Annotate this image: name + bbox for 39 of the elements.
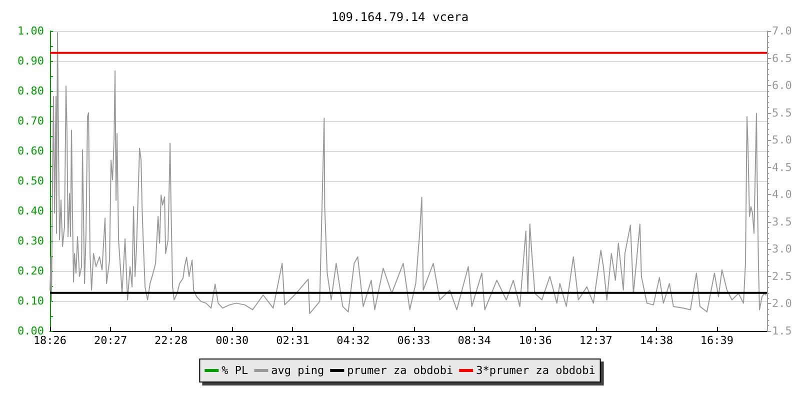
y-tick-label: 0.70	[18, 114, 44, 128]
x-tick-label: 10:36	[518, 334, 552, 347]
x-tick-label: 16:39	[700, 334, 734, 347]
y2-tick-label: 4.0	[772, 188, 792, 202]
chart-title: 109.164.79.14 vcera	[331, 10, 469, 24]
y-tick-label: 0.90	[18, 54, 44, 68]
y2-tick-label: 5.5	[772, 106, 792, 120]
x-tick-label: 12:37	[579, 334, 612, 347]
y-tick-label: 1.00	[18, 24, 44, 38]
x-tick-label: 18:26	[33, 334, 67, 347]
x-tick-label: 22:28	[154, 334, 188, 347]
y2-tick-label: 4.5	[772, 160, 792, 174]
x-tick-label: 20:27	[94, 334, 128, 347]
y2-tick-label: 7.0	[772, 24, 792, 38]
x-tick-label: 04:32	[336, 334, 370, 347]
y-tick-label: 0.20	[18, 264, 44, 278]
x-tick-label: 08:34	[458, 334, 492, 347]
x-tick-label: 06:33	[397, 334, 430, 347]
y-tick-label: 0.10	[18, 294, 44, 308]
x-tick-label: 00:30	[216, 334, 249, 347]
y2-tick-label: 6.5	[772, 52, 792, 65]
x-tick-label: 02:31	[276, 334, 310, 347]
legend-label: prumer za obdobi	[347, 364, 454, 377]
y-tick-label: 0.80	[18, 84, 44, 98]
y2-tick-label: 1.5	[772, 324, 792, 338]
y2-tick-label: 3.5	[772, 215, 792, 228]
y-tick-label: 0.60	[18, 144, 44, 158]
y-tick-label: 0.30	[18, 234, 44, 248]
y2-tick-label: 3.0	[772, 242, 792, 256]
y2-tick-label: 6.0	[772, 79, 792, 92]
legend-label: avg ping	[271, 364, 324, 377]
y2-tick-label: 2.5	[772, 270, 792, 283]
y2-tick-label: 2.0	[772, 297, 792, 310]
x-tick-label: 14:38	[640, 334, 673, 347]
legend-label: % PL	[222, 364, 249, 377]
y-tick-label: 0.40	[18, 204, 44, 218]
y2-tick-label: 5.0	[772, 134, 792, 147]
legend-label: 3*prumer za obdobi	[476, 364, 596, 377]
y-tick-label: 0.50	[18, 174, 44, 188]
